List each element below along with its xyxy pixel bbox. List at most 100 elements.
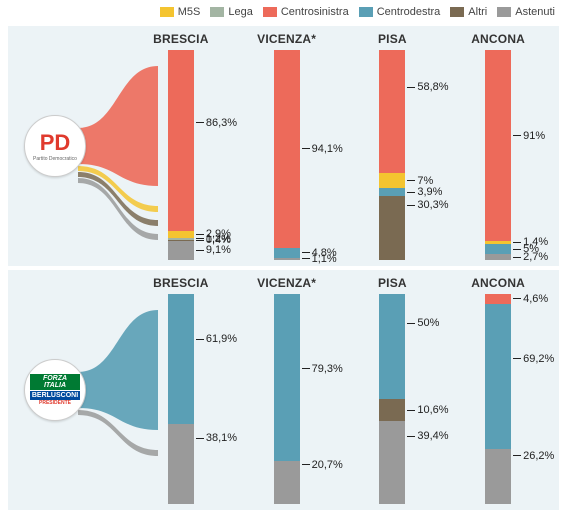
segment-label: 39,4% [407,430,448,442]
city-title: BRESCIA [153,26,208,50]
segment-label: 86,3% [196,117,237,129]
segment-astenuti: 1,1% [274,258,300,260]
segment-label: 4,6% [513,293,548,305]
city-col-brescia: BRESCIA86,3%2,9%1,2%0,4%9,1% [128,26,234,266]
city-col-ancona: ANCONA4,6%69,2%26,2% [445,270,551,510]
stacked-bar: 94,1%4,8%1,1% [274,50,300,260]
stacked-bar: 79,3%20,7% [274,294,300,504]
stacked-bar: 91%1,4%5%2,7% [485,50,511,260]
segment-label: 79,3% [302,363,343,375]
segment-centrosinistra: 58,8% [379,50,405,173]
segment-label: 7% [407,175,433,187]
segment-centrodestra: 50% [379,294,405,399]
segment-label: 91% [513,130,545,142]
segment-astenuti: 20,7% [274,461,300,504]
segment-centrosinistra: 91% [485,50,511,241]
segment-astenuti: 39,4% [379,421,405,504]
city-col-brescia: BRESCIA61,9%38,1% [128,270,234,510]
city-col-vicenza: VICENZA*94,1%4,8%1,1% [234,26,340,266]
segment-centrodestra: 5% [485,244,511,254]
segment-altri: 10,6% [379,399,405,421]
legend-item-centrodestra: Centrodestra [359,6,441,18]
segment-label: 94,1% [302,143,343,155]
legend-label: Centrosinistra [281,6,349,18]
legend: M5S Lega Centrosinistra Centrodestra Altri As… [0,0,567,22]
city-col-pisa: PISA50%10,6%39,4% [340,270,446,510]
segment-label: 10,6% [407,404,448,416]
legend-swatch [497,7,511,17]
pd-logo-sub: Partito Democratico [33,156,77,162]
city-title: ANCONA [471,270,525,294]
segment-m5s: 7% [379,173,405,188]
legend-swatch [263,7,277,17]
bar-wrap: 91%1,4%5%2,7% [445,50,551,266]
city-title: ANCONA [471,26,525,50]
panel-forza-italia: FORZAITALIABERLUSCONIPRESIDENTEBRESCIA61… [8,270,559,510]
city-title: VICENZA* [257,270,316,294]
legend-swatch [450,7,464,17]
city-title: PISA [378,270,407,294]
segment-label: 1,1% [302,253,337,265]
segment-centrodestra: 3,9% [379,188,405,196]
legend-label: Centrodestra [377,6,441,18]
segment-centrodestra: 4,8% [274,248,300,258]
legend-swatch [210,7,224,17]
party-logo-fi: FORZAITALIABERLUSCONIPRESIDENTE [24,359,86,421]
stacked-bar: 50%10,6%39,4% [379,294,405,504]
segment-centrosinistra: 94,1% [274,50,300,248]
segment-altri: 30,3% [379,196,405,260]
legend-label: Astenuti [515,6,555,18]
segment-label: 3,9% [407,186,442,198]
bar-wrap: 86,3%2,9%1,2%0,4%9,1% [128,50,234,266]
segment-label: 69,2% [513,353,554,365]
segment-label: 30,3% [407,199,448,211]
stacked-bar: 86,3%2,9%1,2%0,4%9,1% [168,50,194,260]
segment-centrodestra: 79,3% [274,294,300,461]
legend-item-lega: Lega [210,6,252,18]
party-logo-pd: PDPartito Democratico [24,115,86,177]
segment-astenuti: 2,7% [485,254,511,260]
stacked-bar: 61,9%38,1% [168,294,194,504]
legend-item-m5s: M5S [160,6,201,18]
segment-label: 50% [407,317,439,329]
city-col-pisa: PISA58,8%7%3,9%30,3% [340,26,446,266]
segment-centrosinistra: 4,6% [485,294,511,304]
cities-row: BRESCIA61,9%38,1%VICENZA*79,3%20,7%PISA5… [128,270,551,510]
fi-logo-icon: FORZAITALIABERLUSCONIPRESIDENTE [30,374,80,406]
segment-astenuti: 26,2% [485,449,511,504]
segment-astenuti: 9,1% [168,241,194,260]
segment-label: 26,2% [513,450,554,462]
legend-swatch [359,7,373,17]
legend-swatch [160,7,174,17]
city-title: PISA [378,26,407,50]
cities-row: BRESCIA86,3%2,9%1,2%0,4%9,1%VICENZA*94,1… [128,26,551,266]
segment-label: 2,7% [513,251,548,263]
panel-pd: PDPartito Democratico BRESCIA86,3%2,9%1,2… [8,26,559,266]
bar-wrap: 61,9%38,1% [128,294,234,510]
legend-item-astenuti: Astenuti [497,6,555,18]
legend-label: Altri [468,6,487,18]
legend-item-altri: Altri [450,6,487,18]
segment-label: 58,8% [407,81,448,93]
city-col-vicenza: VICENZA*79,3%20,7% [234,270,340,510]
legend-label: M5S [178,6,201,18]
bar-wrap: 79,3%20,7% [234,294,340,510]
pd-logo-icon: PD [40,130,71,156]
city-col-ancona: ANCONA91%1,4%5%2,7% [445,26,551,266]
legend-label: Lega [228,6,252,18]
segment-label: 20,7% [302,459,343,471]
segment-astenuti: 38,1% [168,424,194,504]
segment-label: 38,1% [196,432,237,444]
stacked-bar: 58,8%7%3,9%30,3% [379,50,405,260]
city-title: VICENZA* [257,26,316,50]
bar-wrap: 4,6%69,2%26,2% [445,294,551,510]
segment-label: 61,9% [196,333,237,345]
stacked-bar: 4,6%69,2%26,2% [485,294,511,504]
segment-centrodestra: 69,2% [485,304,511,449]
segment-centrosinistra: 86,3% [168,50,194,231]
segment-label: 9,1% [196,244,231,256]
city-title: BRESCIA [153,270,208,294]
legend-item-centrosinistra: Centrosinistra [263,6,349,18]
segment-centrodestra: 61,9% [168,294,194,424]
bar-wrap: 94,1%4,8%1,1% [234,50,340,266]
